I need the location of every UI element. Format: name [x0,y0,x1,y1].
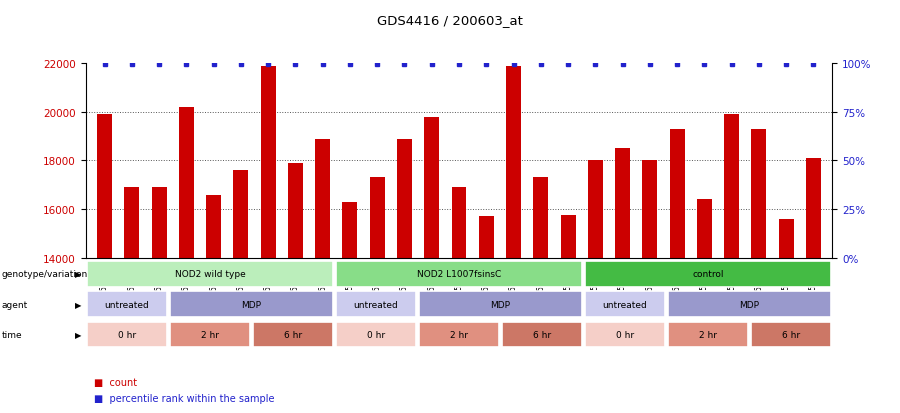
Bar [751,322,832,347]
Text: 6 hr: 6 hr [533,330,551,339]
Bar [336,322,417,347]
Text: ▶: ▶ [76,300,82,309]
Bar [588,161,603,413]
Text: ▶: ▶ [76,270,82,279]
Bar [343,202,357,413]
Bar [86,292,167,317]
Text: 6 hr: 6 hr [284,330,302,339]
Bar [670,130,685,413]
Text: MDP: MDP [241,300,262,309]
Bar [643,161,657,413]
Bar [336,292,417,317]
Bar [124,188,140,413]
Text: untreated: untreated [354,300,399,309]
Bar [370,178,384,413]
Bar [315,139,330,413]
Bar [585,292,665,317]
Bar [724,115,739,413]
Bar [668,322,749,347]
Bar [585,261,832,287]
Bar [418,322,500,347]
Text: ▶: ▶ [76,330,82,339]
Text: untreated: untreated [104,300,149,309]
Bar [397,139,412,413]
Text: ■  percentile rank within the sample: ■ percentile rank within the sample [94,393,275,403]
Bar [169,292,333,317]
Bar [534,178,548,413]
Bar [752,130,767,413]
Bar [86,322,167,347]
Text: NOD2 L1007fsinsC: NOD2 L1007fsinsC [417,270,501,279]
Text: 6 hr: 6 hr [782,330,800,339]
Text: control: control [692,270,724,279]
Bar [806,159,821,413]
Bar [233,171,248,413]
Text: ■  count: ■ count [94,377,138,387]
Text: genotype/variation: genotype/variation [2,270,88,279]
Text: agent: agent [2,300,28,309]
Bar [169,322,250,347]
Bar [179,108,194,413]
Text: MDP: MDP [491,300,510,309]
Text: MDP: MDP [740,300,760,309]
Bar [261,66,275,413]
Bar [561,216,575,413]
Bar [418,292,582,317]
Bar [479,217,494,413]
Bar [697,200,712,413]
Text: 0 hr: 0 hr [118,330,136,339]
Bar [585,322,665,347]
Bar [424,117,439,413]
Text: 2 hr: 2 hr [201,330,219,339]
Bar [86,261,333,287]
Text: 0 hr: 0 hr [367,330,385,339]
Bar [668,292,832,317]
Bar [501,322,582,347]
Text: GDS4416 / 200603_at: GDS4416 / 200603_at [377,14,523,27]
Bar [778,219,794,413]
Text: NOD2 wild type: NOD2 wild type [175,270,246,279]
Bar [206,195,221,413]
Bar [288,164,303,413]
Bar [452,188,466,413]
Bar [97,115,112,413]
Bar [336,261,582,287]
Text: 0 hr: 0 hr [616,330,634,339]
Text: 2 hr: 2 hr [699,330,717,339]
Bar [253,322,333,347]
Bar [151,188,166,413]
Text: untreated: untreated [603,300,647,309]
Bar [506,66,521,413]
Text: time: time [2,330,22,339]
Text: 2 hr: 2 hr [450,330,468,339]
Bar [615,149,630,413]
